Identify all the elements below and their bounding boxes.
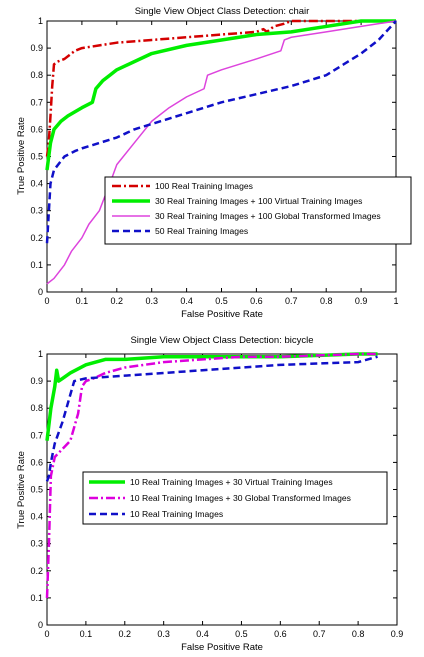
- legend-label: 50 Real Training Images: [155, 226, 248, 236]
- x-tick-label: 0.9: [355, 296, 368, 306]
- y-tick-label: 1: [38, 16, 43, 26]
- series-line: [45, 19, 396, 157]
- y-tick-label: 0.9: [30, 376, 43, 386]
- y-tick-label: 0.5: [30, 152, 43, 162]
- x-tick-label: 0.5: [235, 629, 248, 639]
- y-tick-label: 0.9: [30, 43, 43, 53]
- bicycle-roc-chart: Single View Object Class Detection: bicy…: [16, 335, 403, 653]
- chair-roc-chart: Single View Object Class Detection: chai…: [16, 6, 412, 320]
- legend-box: [82, 471, 388, 525]
- series-line: [45, 352, 378, 441]
- y-tick-label: 0.3: [30, 539, 43, 549]
- chart-title: Single View Object Class Detection: chai…: [135, 6, 310, 17]
- x-tick-label: 0.3: [145, 296, 158, 306]
- x-tick-label: 0.1: [80, 629, 93, 639]
- x-tick-label: 0.2: [119, 629, 132, 639]
- legend-label: 10 Real Training Images + 30 Virtual Tra…: [130, 477, 333, 487]
- y-tick-label: 0.1: [30, 260, 43, 270]
- y-tick-label: 0.4: [30, 512, 43, 522]
- y-tick-label: 0.2: [30, 233, 43, 243]
- y-tick-label: 0.7: [30, 430, 43, 440]
- series-line: [45, 19, 396, 171]
- y-tick-label: 1: [38, 349, 43, 359]
- series-lines: [45, 352, 378, 598]
- legend-box: [104, 176, 412, 245]
- y-tick-label: 0.6: [30, 457, 43, 467]
- x-tick-label: 0.6: [274, 629, 287, 639]
- x-tick-label: 0: [44, 629, 49, 639]
- series-line: [45, 355, 378, 482]
- x-tick-label: 0.7: [313, 629, 326, 639]
- x-axis-label: False Positive Rate: [181, 642, 263, 653]
- x-tick-label: 0.6: [250, 296, 263, 306]
- legend-label: 100 Real Training Images: [155, 181, 253, 191]
- y-tick-label: 0.7: [30, 97, 43, 107]
- legend: 10 Real Training Images + 30 Virtual Tra…: [82, 471, 388, 525]
- y-axis-label: True Positive Rate: [16, 117, 27, 195]
- y-tick-label: 0.8: [30, 403, 43, 413]
- y-tick-label: 0.8: [30, 70, 43, 80]
- x-tick-label: 0.4: [180, 296, 193, 306]
- x-tick-label: 0.2: [111, 296, 124, 306]
- x-tick-label: 0: [44, 296, 49, 306]
- legend: 100 Real Training Images 30 Real Trainin…: [104, 176, 412, 245]
- y-tick-label: 0.4: [30, 179, 43, 189]
- x-tick-label: 0.9: [391, 629, 404, 639]
- x-tick-label: 0.3: [157, 629, 170, 639]
- x-tick-label: 0.7: [285, 296, 298, 306]
- series-lines: [45, 19, 397, 285]
- x-tick-label: 0.4: [196, 629, 209, 639]
- y-tick-label: 0.1: [30, 593, 43, 603]
- x-tick-label: 0.1: [76, 296, 89, 306]
- series-line: [46, 20, 397, 285]
- y-tick-label: 0.6: [30, 124, 43, 134]
- x-tick-label: 0.5: [215, 296, 228, 306]
- y-tick-label: 0.5: [30, 485, 43, 495]
- axis-ticks: 0 0.1 0.2 0.3 0.4 0.5 0.6 0.7 0.8 0.9 0 0.1 0.2 0.3 0.…: [30, 349, 403, 639]
- axis-ticks: 0 0.1 0.2 0.3 0.4 0.5 0.6 0.7 0.8 0.9 1 0 0.1 0.2 0.3 0…: [30, 16, 398, 306]
- plot-frame: [46, 20, 397, 293]
- x-tick-label: 0.8: [352, 629, 365, 639]
- legend-label: 10 Real Training Images: [130, 509, 223, 519]
- y-tick-label: 0.3: [30, 206, 43, 216]
- y-tick-label: 0: [38, 620, 43, 630]
- legend-label: 30 Real Training Images + 100 Global Tra…: [155, 211, 381, 221]
- x-tick-label: 1: [393, 296, 398, 306]
- y-tick-label: 0.2: [30, 566, 43, 576]
- legend-label: 30 Real Training Images + 100 Virtual Tr…: [155, 196, 362, 206]
- x-tick-label: 0.8: [320, 296, 333, 306]
- series-line: [45, 20, 397, 244]
- y-axis-label: True Positive Rate: [16, 451, 27, 529]
- x-axis-label: False Positive Rate: [181, 309, 263, 320]
- legend-label: 10 Real Training Images + 30 Global Tran…: [130, 493, 351, 503]
- chart-title: Single View Object Class Detection: bicy…: [130, 335, 313, 346]
- y-tick-label: 0: [38, 287, 43, 297]
